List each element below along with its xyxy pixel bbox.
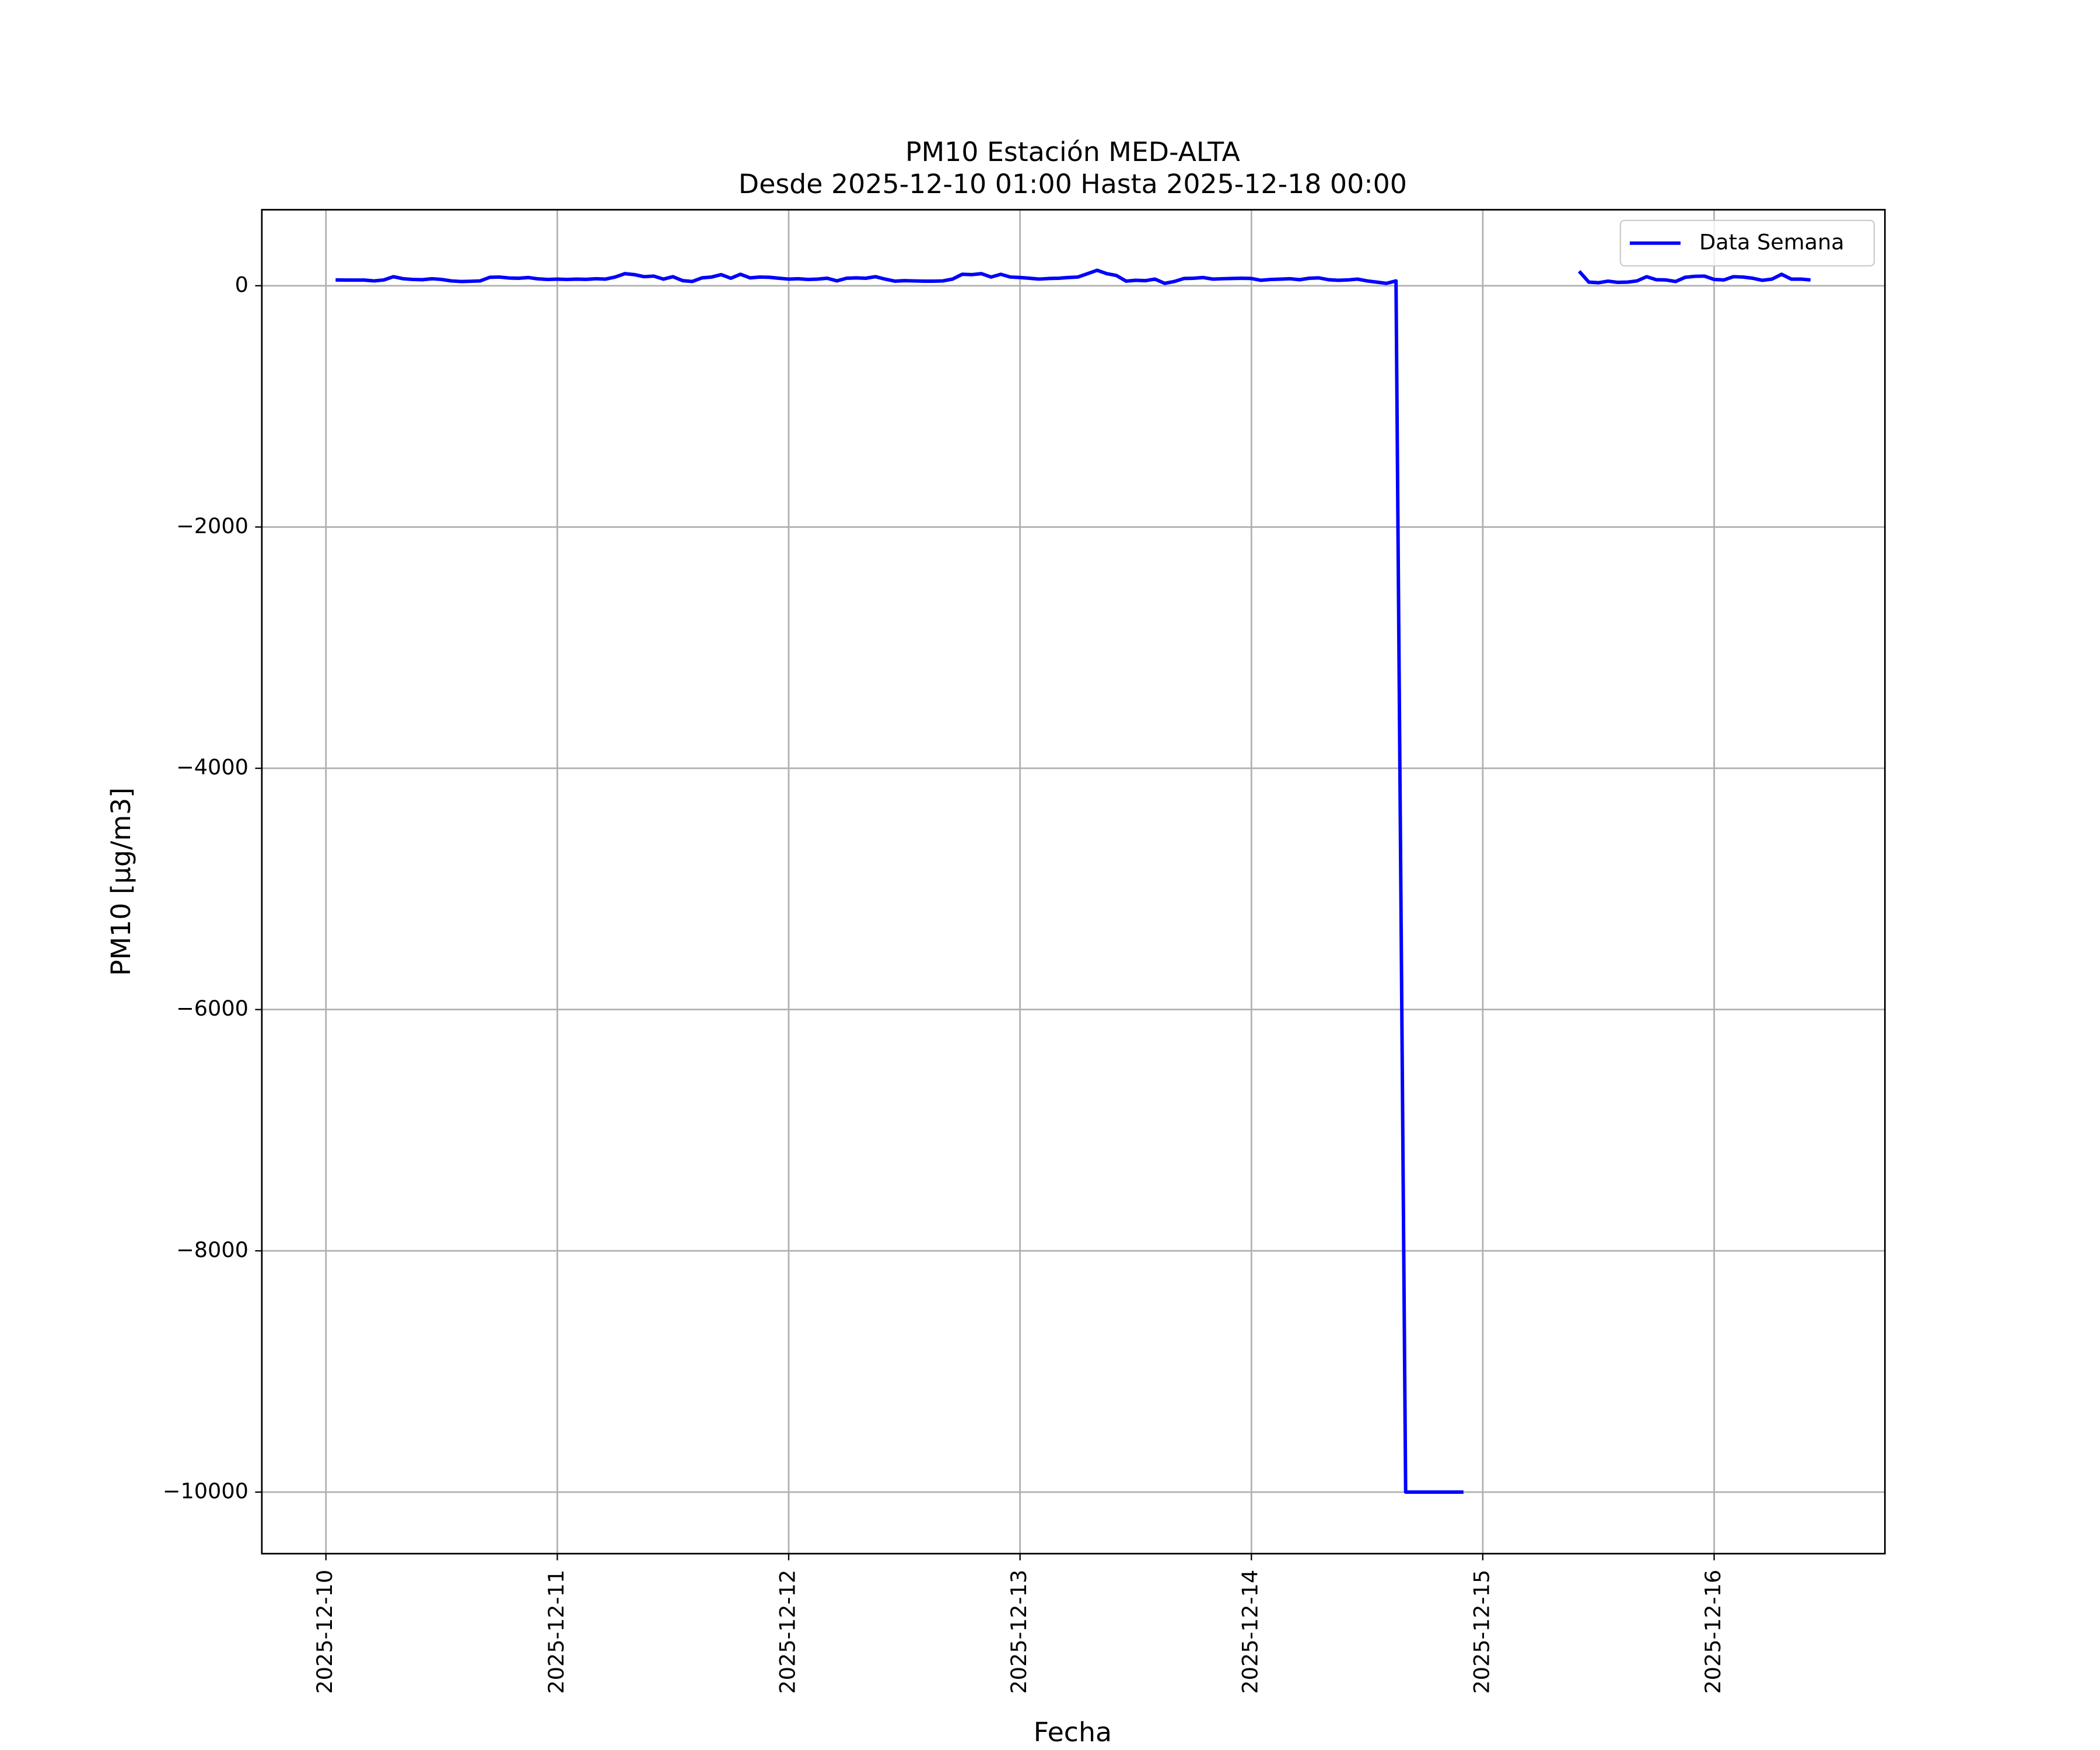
x-tick-label: 2025-12-15	[1469, 1570, 1494, 1694]
x-tick-label: 2025-12-13	[1006, 1570, 1031, 1694]
y-tick-label: −6000	[176, 996, 249, 1021]
y-tick-label: −10000	[163, 1478, 249, 1503]
x-tick-label: 2025-12-12	[775, 1570, 800, 1694]
x-tick-label: 2025-12-10	[312, 1570, 337, 1694]
x-tick-label: 2025-12-14	[1238, 1570, 1263, 1694]
legend-box	[1619, 219, 1875, 267]
legend-label: Data Semana	[1699, 229, 1845, 254]
x-tick-label: 2025-12-16	[1700, 1570, 1726, 1694]
x-axis-label: Fecha	[1034, 1716, 1112, 1748]
x-tick-label: 2025-12-11	[544, 1570, 569, 1694]
y-axis-label: PM10 [μg/m3]	[105, 788, 136, 976]
plot-frame	[261, 209, 1886, 1555]
chart-title: PM10 Estación MED-ALTA	[905, 136, 1240, 167]
data-line	[335, 268, 1811, 1494]
y-tick-label: −8000	[176, 1237, 249, 1262]
y-tick-label: −4000	[176, 755, 249, 780]
y-tick-label: −2000	[176, 513, 249, 538]
y-tick-label: 0	[235, 272, 249, 297]
chart-subtitle: Desde 2025-12-10 01:00 Hasta 2025-12-18 …	[738, 168, 1407, 200]
